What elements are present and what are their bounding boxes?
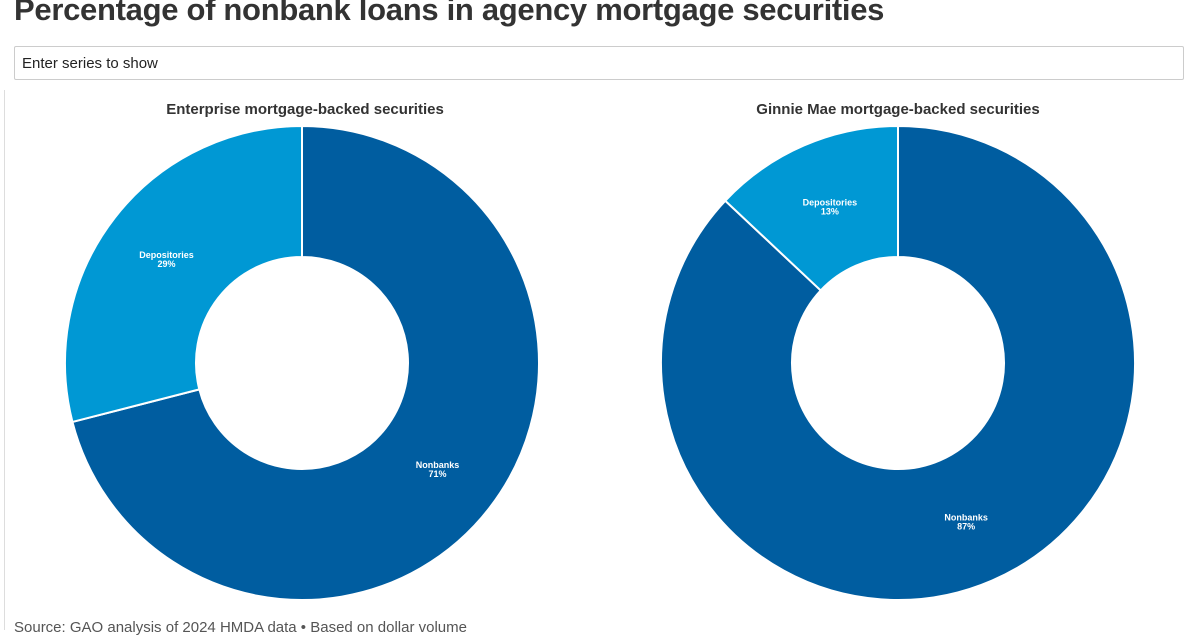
- slice-label-nonbanks: Nonbanks 87%: [944, 512, 988, 531]
- slice-depositories[interactable]: [64, 124, 303, 424]
- series-search-input[interactable]: Enter series to show: [14, 46, 1184, 80]
- slice-nonbanks[interactable]: [660, 124, 1136, 601]
- source-note: Source: GAO analysis of 2024 HMDA data •…: [14, 619, 467, 636]
- divider: [4, 90, 5, 630]
- page-title: Percentage of nonbank loans in agency mo…: [14, 0, 885, 27]
- slice-label-depositories: Depositories 13%: [803, 198, 858, 217]
- chart-title-enterprise: Enterprise mortgage-backed securities: [166, 101, 444, 118]
- slice-label-depositories: Depositories 29%: [139, 250, 194, 269]
- chart-title-ginnie-mae: Ginnie Mae mortgage-backed securities: [756, 101, 1040, 118]
- slice-nonbanks[interactable]: [71, 124, 540, 601]
- slice-label-nonbanks: Nonbanks 71%: [416, 460, 460, 479]
- slice-depositories[interactable]: [723, 124, 899, 292]
